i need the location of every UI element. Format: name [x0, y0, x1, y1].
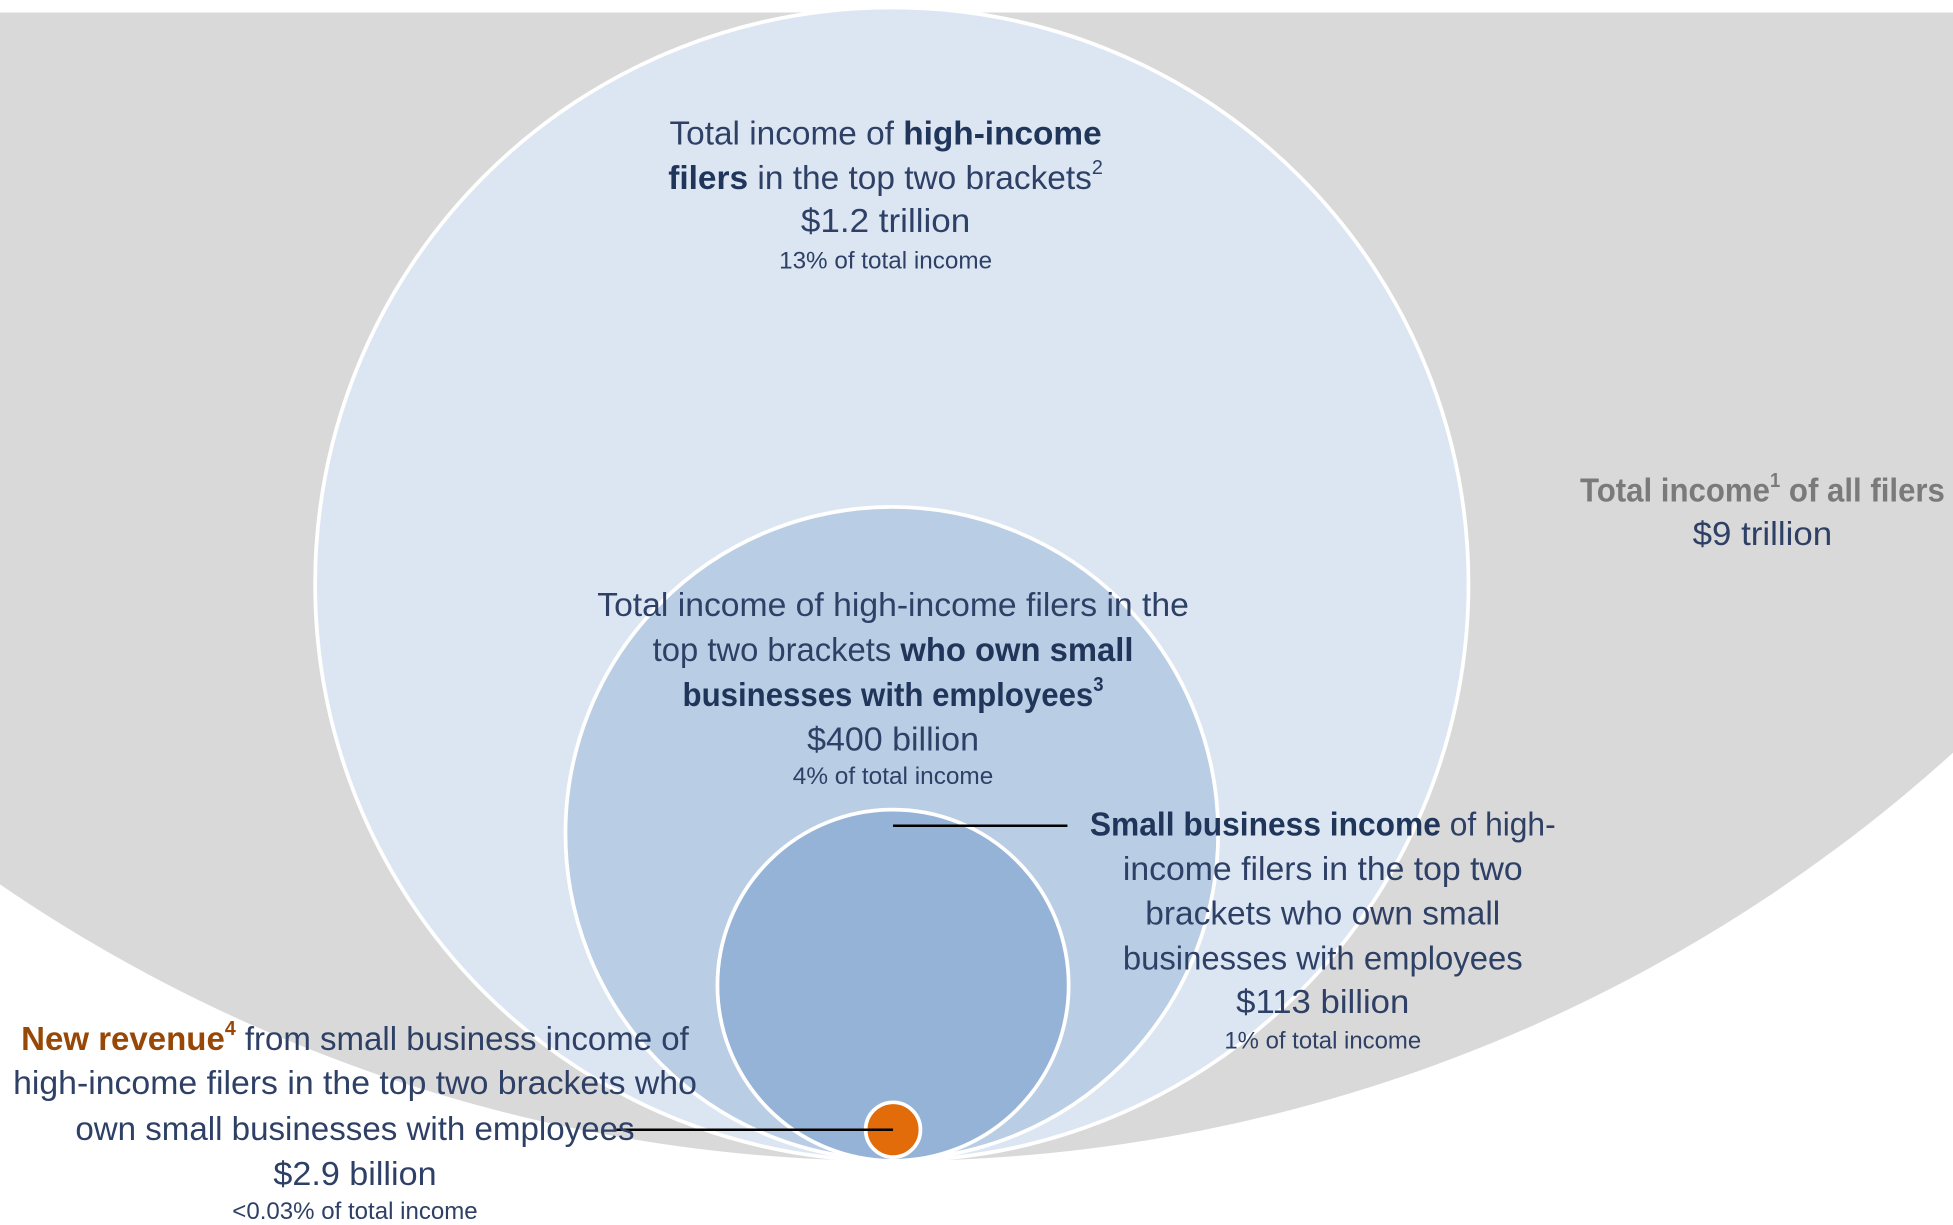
footnote: 2 [1092, 157, 1103, 179]
label-line: Small business income of high- [1090, 806, 1556, 843]
label-line: Total income1 of all filers [1580, 470, 1945, 509]
label-line: New revenue4 from small business income … [21, 1018, 689, 1057]
label-text: top two brackets [653, 632, 901, 669]
label-bold: New revenue [21, 1020, 225, 1057]
amount: $1.2 trillion [801, 203, 970, 240]
label-text: income filers in the top two [1123, 851, 1523, 888]
business-income-label: Small business income of high- income fi… [1090, 806, 1556, 1054]
label-text: of high- [1441, 806, 1556, 843]
owners-label: Total income of high-income filers in th… [597, 587, 1189, 790]
footnote: 3 [1093, 674, 1103, 696]
label-line: businesses with employees3 [683, 674, 1104, 713]
label-bold: Total income [1580, 472, 1770, 509]
label-bold: filers [668, 160, 748, 197]
label-text: in the top two brackets [748, 160, 1092, 197]
amount: $113 billion [1236, 984, 1409, 1021]
label-line: top two brackets who own small [653, 632, 1134, 669]
high-income-label: Total income of high-income filers in th… [668, 115, 1103, 275]
label-text: brackets who own small [1145, 896, 1500, 933]
label-bold: businesses with employees [683, 677, 1094, 714]
share: 13% of total income [779, 249, 992, 275]
label-bold: high-income [903, 115, 1101, 152]
label-bold: who own small [899, 632, 1133, 669]
label-bold: Small business income [1090, 806, 1441, 843]
share: <0.03% of total income [232, 1199, 477, 1225]
new-revenue-label: New revenue4 from small business income … [13, 1018, 697, 1225]
label-line: Total income of high-income [669, 115, 1101, 152]
amount: $9 trillion [1693, 516, 1833, 553]
label-text: high-income filers in the top two bracke… [13, 1065, 697, 1102]
label-text: businesses with employees [1123, 941, 1523, 978]
business-income-circle [715, 807, 1071, 1163]
label-line: filers in the top two brackets2 [668, 157, 1103, 196]
all-filers-label: Total income1 of all filers $9 trillion [1580, 470, 1945, 553]
label-text: own small businesses with employees [75, 1111, 634, 1148]
label-text: from small business income of [236, 1020, 690, 1057]
label-text: Total income of high-income filers in th… [597, 587, 1189, 624]
share: 1% of total income [1224, 1028, 1421, 1054]
footnote: 4 [225, 1018, 236, 1040]
share: 4% of total income [793, 764, 994, 790]
label-bold: of all filers [1780, 472, 1945, 509]
amount: $2.9 billion [273, 1156, 436, 1193]
label-text: Total income of [669, 115, 903, 152]
footnote: 1 [1770, 470, 1780, 492]
amount: $400 billion [807, 721, 979, 758]
